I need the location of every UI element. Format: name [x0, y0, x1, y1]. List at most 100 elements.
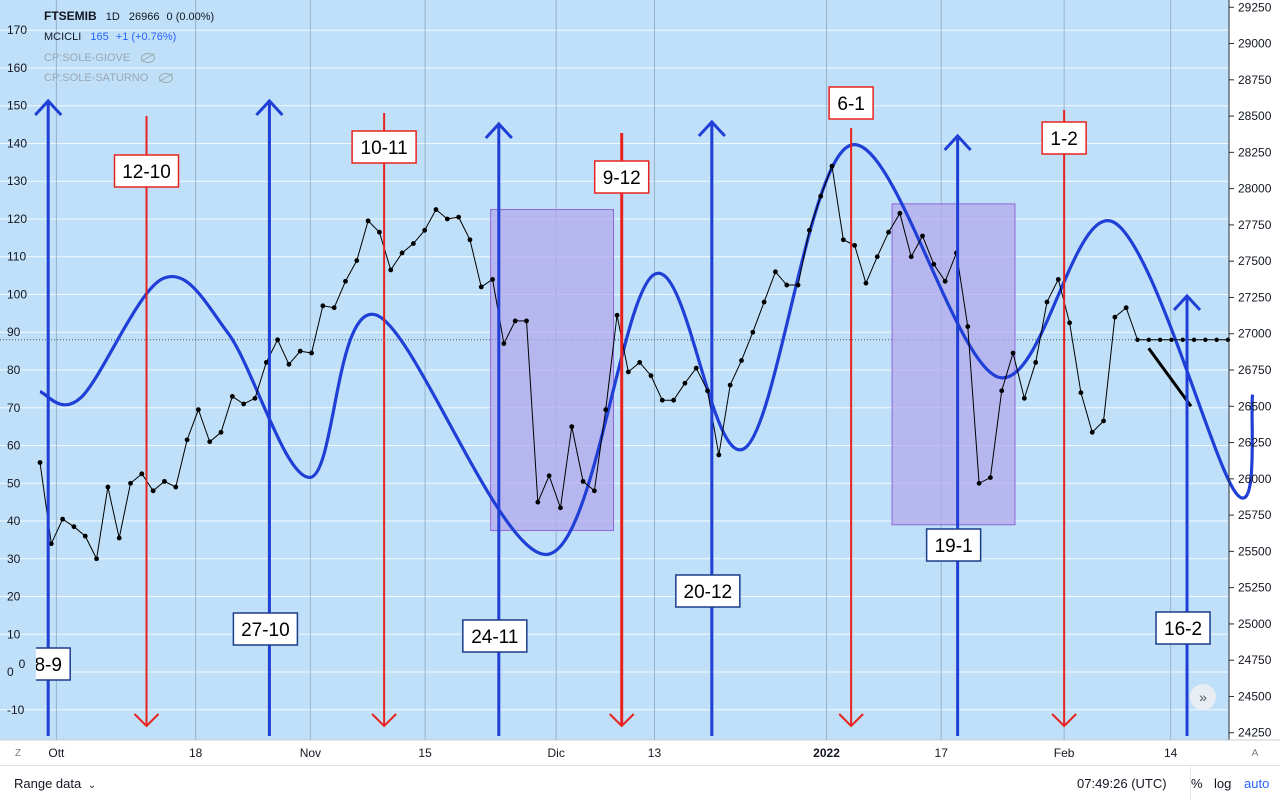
- mcicli-point: [920, 233, 925, 239]
- right-axis-tick-label: 25500: [1238, 544, 1272, 558]
- right-axis-tick-label: 28500: [1238, 109, 1272, 123]
- shaded-time-box: [490, 209, 615, 531]
- range-data-dropdown[interactable]: Range data ⌄: [14, 776, 96, 791]
- mcicli-point: [852, 243, 858, 248]
- mcicli-projection-point: [1180, 337, 1185, 342]
- red-arrowhead-icon: [371, 713, 397, 728]
- mcicli-point: [897, 210, 903, 216]
- left-axis-tick-label: 160: [7, 61, 27, 75]
- right-axis-tick-label: 24250: [1238, 726, 1272, 740]
- mcicli-point: [1021, 395, 1027, 401]
- blue-cycle-date-label-text: 19-1: [935, 536, 973, 557]
- indicator-legend[interactable]: MCICLI 165 +1 (+0.76%): [44, 31, 176, 43]
- eye-hidden-icon[interactable]: [159, 73, 174, 84]
- mcicli-point: [546, 473, 552, 479]
- right-axis-tick-label: 27750: [1238, 218, 1272, 232]
- hidden-indicator-legend-1[interactable]: CP:SOLE-GIOVE: [44, 52, 156, 64]
- mcicli-point: [625, 369, 631, 375]
- mcicli-point: [331, 305, 337, 311]
- blue-arrowhead-icon: [943, 133, 972, 152]
- left-axis-tick-label: 50: [7, 476, 21, 490]
- red-cycle-date-label-text: 1-2: [1050, 129, 1077, 150]
- red-arrowhead-icon: [838, 713, 864, 728]
- mcicli-point: [184, 437, 190, 443]
- mcicli-point: [1044, 299, 1050, 305]
- blue-cycle-date-label-text: 16-2: [1164, 619, 1202, 640]
- blue-cycle-date-label-box: [232, 612, 299, 646]
- mcicli-point: [444, 216, 450, 222]
- x-axis-tick-label: Feb: [1054, 746, 1075, 760]
- mcicli-point: [773, 269, 778, 275]
- red-arrowhead-icon: [609, 713, 635, 728]
- mcicli-point: [682, 380, 688, 386]
- mcicli-projection-point: [1214, 337, 1219, 342]
- mcicli-point: [207, 439, 213, 445]
- mcicli-point: [829, 163, 835, 169]
- mcicli-point: [908, 254, 914, 260]
- mcicli-point: [750, 329, 756, 335]
- mcicli-point: [286, 361, 292, 367]
- red-cycle-date-label-box: [593, 160, 650, 194]
- blue-cycle-date-label-box: [462, 619, 528, 653]
- mcicli-point: [478, 284, 484, 290]
- mcicli-point: [558, 505, 563, 511]
- mcicli-point: [456, 214, 462, 220]
- mcicli-point: [603, 407, 609, 413]
- left-axis-tick-label: 70: [7, 401, 21, 415]
- grid-layer: [0, 0, 1229, 740]
- mcicli-point: [659, 397, 665, 403]
- mcicli-point: [784, 282, 790, 288]
- mcicli-point: [716, 452, 722, 458]
- red-cycle-date-label-box: [1041, 121, 1087, 155]
- mcicli-point: [524, 318, 529, 324]
- right-axis-tick-label: 25750: [1238, 508, 1272, 522]
- indicator-name: MCICLI: [44, 31, 82, 43]
- blue-arrowhead-icon: [484, 121, 513, 140]
- right-axis-tick-label: 28000: [1238, 182, 1272, 196]
- mcicli-point: [739, 358, 744, 363]
- left-axis-tick-label: 80: [7, 363, 21, 377]
- mcicli-point: [252, 395, 258, 401]
- mcicli-point: [105, 484, 111, 490]
- mcicli-point: [263, 360, 269, 365]
- blue-cycle-date-label-box: [925, 528, 982, 562]
- mcicli-point: [218, 429, 224, 435]
- scroll-to-realtime-button[interactable]: »: [1190, 684, 1216, 710]
- mcicli-point: [761, 299, 767, 305]
- mcicli-point: [727, 382, 733, 388]
- mcicli-point: [365, 218, 371, 224]
- hidden-indicator-legend-2[interactable]: CP:SOLE-SATURNO: [44, 72, 174, 84]
- mcicli-point: [71, 524, 77, 530]
- mcicli-point: [377, 229, 382, 235]
- mcicli-point: [840, 237, 846, 243]
- left-axis-tick-label: 170: [7, 23, 27, 37]
- auto-scale-toggle[interactable]: auto: [1244, 776, 1270, 791]
- utc-clock[interactable]: 07:49:26 (UTC): [1077, 776, 1167, 791]
- mcicli-point: [580, 478, 586, 484]
- mcicli-point: [422, 227, 428, 233]
- eye-hidden-icon[interactable]: [141, 53, 156, 64]
- right-axis-tick-label: 29250: [1238, 0, 1272, 14]
- chart[interactable]: 12-10 10-11 9-12 6-1 1-2 8-9 27-10 24-11 20-12 19…: [0, 0, 1280, 765]
- percent-toggle[interactable]: %: [1191, 776, 1203, 791]
- red-cycle-date-label-text: 12-10: [122, 162, 171, 183]
- mcicli-point: [320, 303, 326, 309]
- red-cycle-date-label-box: [113, 154, 180, 188]
- x-axis-tick-label: Nov: [300, 746, 321, 760]
- mcicli-point: [614, 312, 620, 318]
- range-data-label: Range data: [14, 776, 82, 791]
- mcicli-point: [37, 460, 43, 465]
- mcicli-point: [229, 394, 235, 399]
- hidden-indicator-name: CP:SOLE-SATURNO: [44, 72, 149, 84]
- symbol-legend[interactable]: FTSEMIB 1D 26966 0 (0.00%): [44, 9, 214, 23]
- mcicli-point: [94, 556, 99, 562]
- mcicli-point: [275, 337, 280, 343]
- mcicli-point: [1033, 360, 1039, 365]
- mcicli-point: [128, 480, 133, 486]
- mcicli-point: [150, 488, 156, 494]
- right-axis-tick-label: 27250: [1238, 290, 1272, 304]
- mcicli-projection-point: [1225, 337, 1231, 342]
- log-toggle[interactable]: log: [1214, 776, 1232, 791]
- mcicli-point: [399, 250, 405, 256]
- mcicli-point: [1010, 350, 1016, 356]
